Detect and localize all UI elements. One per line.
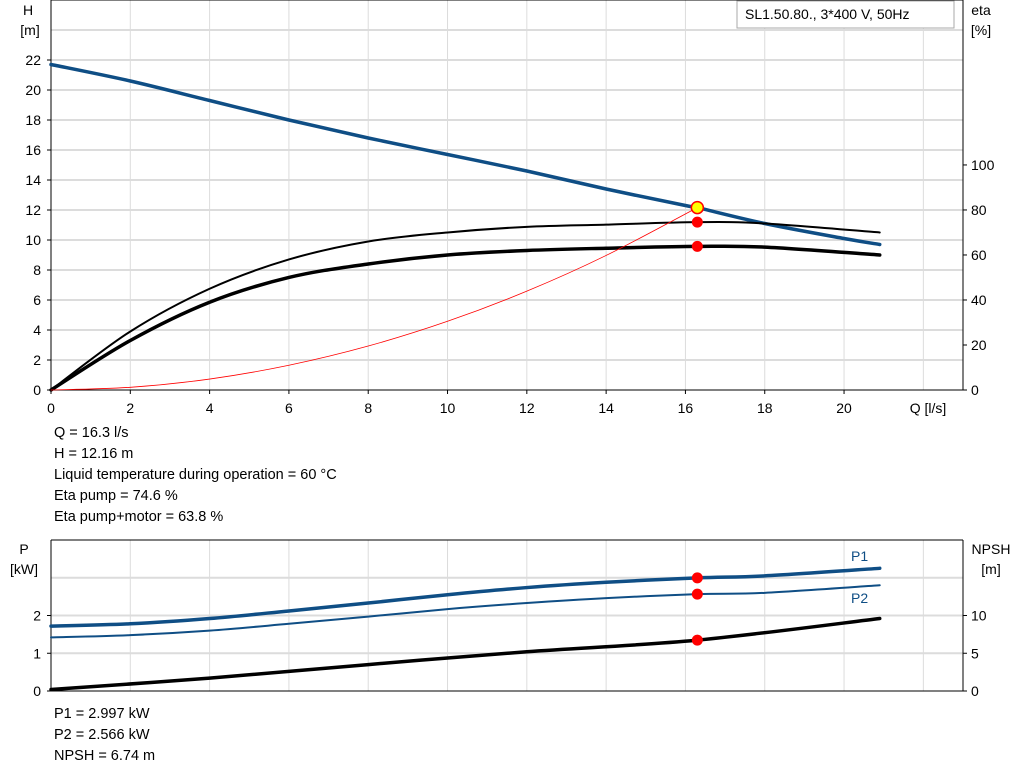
curve-h (49, 62, 882, 247)
legend-box (736, 0, 955, 29)
pump-performance-chart: H [m] eta [%] Q [l/s] 024681012141618202… (20, 0, 995, 416)
y2-tick-label: 60 (971, 247, 987, 263)
x-tick-label: 4 (206, 400, 214, 416)
y-tick-label: 2 (33, 608, 41, 624)
x-axis-label: Q [l/s] (910, 400, 947, 416)
x-tick-label: 12 (519, 400, 535, 416)
curve-eta-pump-motor (49, 244, 882, 392)
y-tick-label: 16 (25, 142, 41, 158)
y2-tick-label: 80 (971, 202, 987, 218)
p2-curve-label: P2 (851, 590, 868, 606)
y-tick-label: 10 (25, 232, 41, 248)
duty-point-p1 (691, 572, 703, 584)
p-axis-unit: [kW] (10, 561, 38, 577)
info-eta-total: Eta pump+motor = 63.8 % (54, 509, 224, 525)
info-eta-pump: Eta pump = 74.6 % (54, 488, 178, 504)
duty-point-p2 (691, 588, 703, 600)
x-tick-label: 18 (757, 400, 773, 416)
p1-curve-label: P1 (851, 548, 868, 564)
duty-point-head (690, 200, 705, 215)
duty-point-info: Q = 16.3 l/s H = 12.16 m Liquid temperat… (54, 423, 337, 528)
info-q: Q = 16.3 l/s (54, 425, 129, 441)
curve-npsh (49, 616, 882, 692)
info-p2: P2 = 2.566 kW (54, 727, 150, 743)
y2-tick-label: 100 (971, 157, 995, 173)
y-tick-label: 18 (25, 112, 41, 128)
y-tick-label: 14 (25, 172, 41, 188)
y2-tick-label: 5 (971, 645, 979, 661)
info-p1: P1 = 2.997 kW (54, 706, 150, 722)
y2-axis-unit: [%] (971, 22, 991, 38)
x-tick-label: 20 (836, 400, 852, 416)
y-tick-label: 20 (25, 82, 41, 98)
y2-tick-label: 40 (971, 292, 987, 308)
y2-tick-label: 20 (971, 337, 987, 353)
duty-point-eta-total (691, 240, 703, 252)
y-tick-label: 22 (25, 52, 41, 68)
x-tick-label: 0 (47, 400, 55, 416)
y-tick-label: 2 (33, 352, 41, 368)
y-axis-unit: [m] (20, 22, 39, 38)
y-tick-label: 8 (33, 262, 41, 278)
x-tick-label: 2 (126, 400, 134, 416)
y-axis-label: H (23, 2, 33, 18)
y-tick-label: 0 (33, 382, 41, 398)
power-info: P1 = 2.997 kW P2 = 2.566 kW NPSH = 6.74 … (54, 704, 155, 767)
x-tick-label: 16 (678, 400, 694, 416)
y-tick-label: 0 (33, 683, 41, 698)
y2-tick-label: 0 (971, 382, 979, 398)
y-tick-label: 4 (33, 322, 41, 338)
curve-system-curve (50, 207, 698, 391)
info-h: H = 12.16 m (54, 446, 134, 462)
npsh-axis-label: NPSH (972, 541, 1011, 557)
info-temperature: Liquid temperature during operation = 60… (54, 467, 337, 483)
p-axis-label: P (19, 541, 28, 557)
power-npsh-chart: P [kW] NPSH [m] 0 1 2 0 5 10 P1 P2 (10, 539, 1011, 698)
npsh-axis-unit: [m] (981, 561, 1000, 577)
curve-eta-pump (50, 221, 881, 391)
x-tick-label: 8 (364, 400, 372, 416)
chart-title: SL1.50.80., 3*400 V, 50Hz (745, 6, 910, 22)
x-tick-label: 10 (440, 400, 456, 416)
duty-point-eta-pump (691, 216, 703, 228)
x-tick-label: 14 (598, 400, 614, 416)
duty-point-npsh (691, 634, 703, 646)
y-tick-label: 12 (25, 202, 41, 218)
x-tick-label: 6 (285, 400, 293, 416)
curve-p2 (50, 584, 881, 639)
y2-axis-label: eta (971, 2, 991, 18)
info-npsh: NPSH = 6.74 m (54, 748, 156, 764)
curve-p1 (49, 566, 882, 628)
y-tick-label: 1 (33, 645, 41, 661)
y2-tick-label: 10 (971, 608, 987, 624)
y-tick-label: 6 (33, 292, 41, 308)
y2-tick-label: 0 (971, 683, 979, 698)
